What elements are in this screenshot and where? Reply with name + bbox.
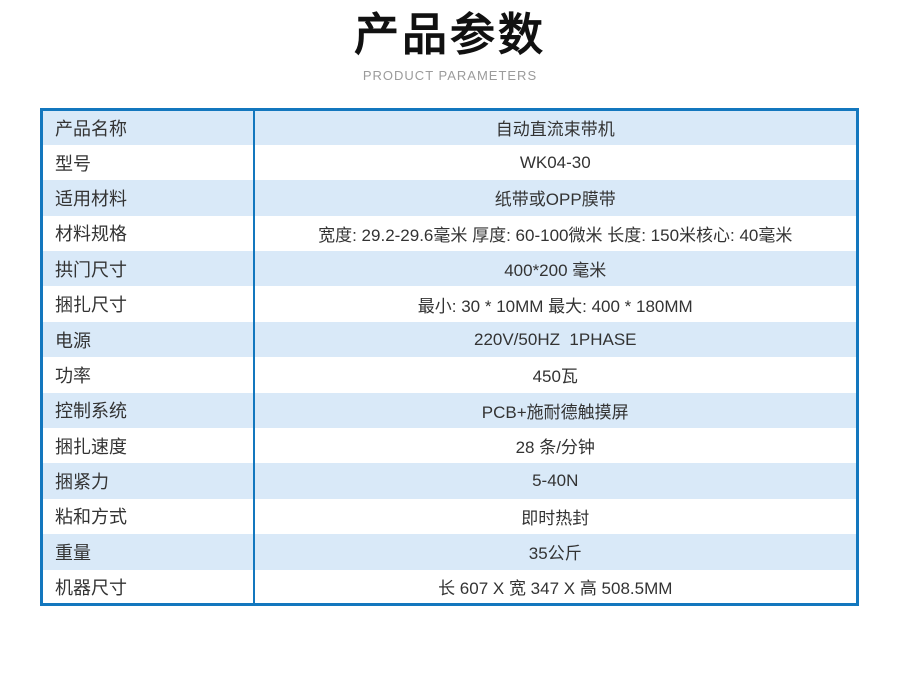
spec-table-body: 产品名称 自动直流束带机 型号 WK04-30 适用材料 纸带或OPP膜带 材料… [41,109,858,605]
table-row: 机器尺寸 长 607 X 宽 347 X 高 508.5MM [41,569,858,605]
row-value: 宽度: 29.2-29.6毫米 厚度: 60-100微米 长度: 150米核心:… [318,225,793,245]
row-label: 捆扎速度 [41,428,255,464]
row-label: 机器尺寸 [41,569,255,605]
row-label: 粘和方式 [41,498,255,535]
row-value: 28 条/分钟 [515,438,595,458]
row-label: 捆紧力 [41,463,255,499]
table-row: 捆紧力 5-40N [41,463,858,499]
row-value: 5-40N [532,471,579,491]
row-label: 产品名称 [41,109,255,145]
table-row: 粘和方式 即时热封 [41,498,858,535]
table-row: 控制系统 PCB+施耐德触摸屏 [41,392,858,429]
table-row: 型号 WK04-30 [41,144,858,181]
row-value: PCB+施耐德触摸屏 [481,402,629,422]
row-label: 型号 [41,144,255,181]
page-subtitle: PRODUCT PARAMETERS [362,67,538,83]
row-label: 重量 [41,534,255,570]
row-value: 220V/50HZ 1PHASE [473,329,637,349]
row-value: 纸带或OPP膜带 [494,190,616,210]
table-row: 功率 450瓦 [41,357,858,393]
table-row: 拱门尺寸 400*200 毫米 [41,251,858,287]
row-label: 控制系统 [41,392,255,429]
row-value: 400*200 毫米 [504,261,607,281]
spec-table: 产品名称 自动直流束带机 型号 WK04-30 适用材料 纸带或OPP膜带 材料… [40,108,859,607]
row-label: 功率 [41,357,255,393]
table-row: 适用材料 纸带或OPP膜带 [41,180,858,216]
table-row: 材料规格 宽度: 29.2-29.6毫米 厚度: 60-100微米 长度: 15… [41,215,858,252]
row-value: 自动直流束带机 [495,120,615,140]
row-value: 即时热封 [521,508,590,528]
row-label: 拱门尺寸 [41,251,255,287]
page-title: 产品参数 [353,9,546,60]
table-row: 捆扎尺寸 最小: 30 * 10MM 最大: 400 * 180MM [41,286,858,322]
table-row: 捆扎速度 28 条/分钟 [41,428,858,464]
table-row: 产品名称 自动直流束带机 [41,109,858,145]
row-label: 适用材料 [41,180,255,216]
row-value: 450瓦 [532,367,578,387]
row-value: 长 607 X 宽 347 X 高 508.5MM [438,579,673,599]
table-row: 重量 35公斤 [41,534,858,570]
row-label: 捆扎尺寸 [41,286,255,322]
row-value: WK04-30 [519,152,591,172]
table-row: 电源 220V/50HZ 1PHASE [41,321,858,358]
page-header: 产品参数 PRODUCT PARAMETERS [0,0,900,83]
row-label: 电源 [41,321,255,358]
row-label: 材料规格 [41,215,255,252]
row-value: 最小: 30 * 10MM 最大: 400 * 180MM [417,296,693,316]
row-value: 35公斤 [528,544,582,564]
